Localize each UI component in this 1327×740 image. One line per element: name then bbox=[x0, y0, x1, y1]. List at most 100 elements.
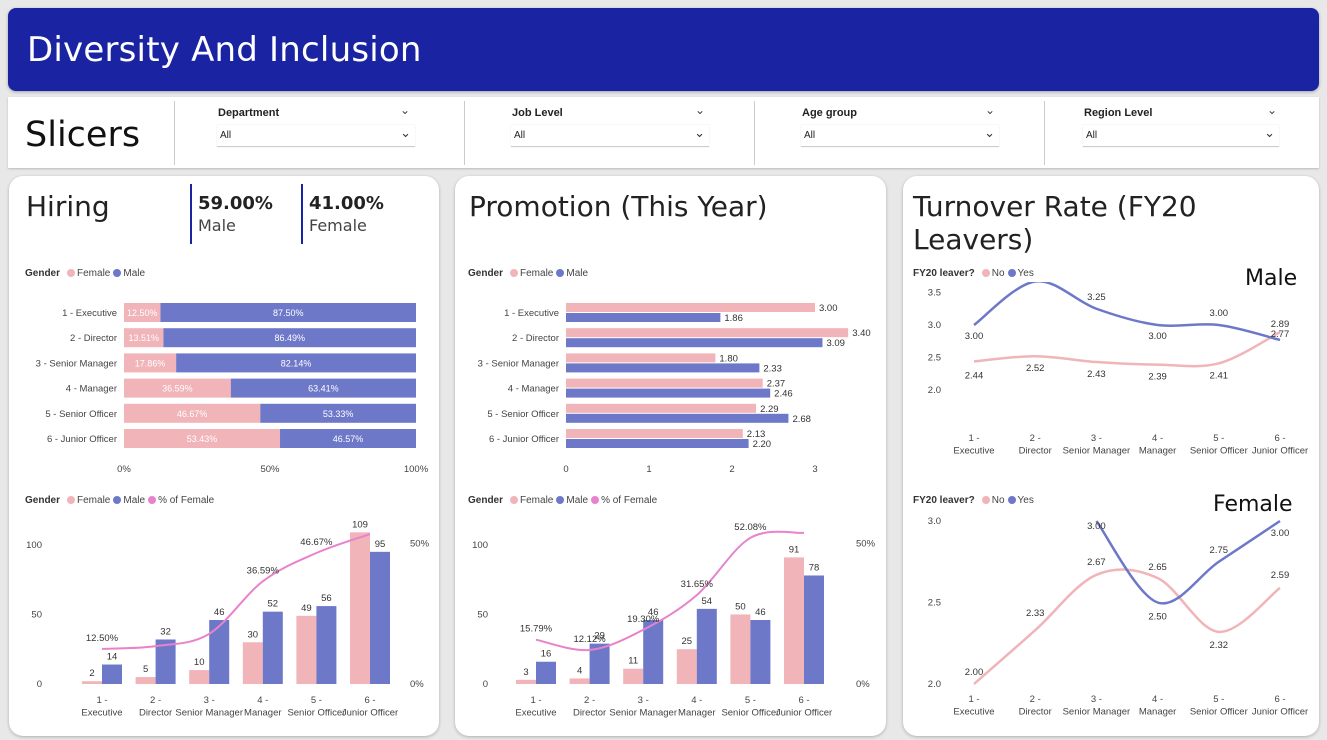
data-label: 29 bbox=[594, 631, 605, 642]
pct-label: 46.67% bbox=[300, 537, 333, 548]
bar-female bbox=[82, 681, 102, 684]
slicer-department: Department ⌄ All ⌄ bbox=[174, 97, 464, 168]
chevron-down-icon[interactable]: ⌄ bbox=[400, 103, 411, 117]
data-label: 1.80 bbox=[719, 353, 738, 364]
bar-female bbox=[124, 403, 261, 423]
bar-female bbox=[566, 403, 757, 413]
pct-label: 31.65% bbox=[681, 579, 714, 590]
chevron-down-icon[interactable]: ⌄ bbox=[1267, 103, 1278, 117]
turnover-legend-bottom: FY20 leaver? No Yes bbox=[913, 495, 1034, 506]
bar-female bbox=[242, 642, 263, 684]
bar-male bbox=[589, 643, 610, 684]
kpi-male-label: Male bbox=[198, 216, 236, 235]
x-tick-label: 2 bbox=[729, 464, 734, 475]
slicer-job-level-label: Job Level bbox=[512, 107, 563, 119]
slicer-age-group-dropdown[interactable]: All ⌄ bbox=[801, 125, 999, 147]
y-tick-label: 100 bbox=[26, 540, 42, 551]
category-label: 3 -Senior Manager bbox=[1063, 433, 1131, 457]
y2-tick-label: 50% bbox=[856, 539, 876, 550]
data-label: 46 bbox=[755, 607, 766, 618]
bar-male bbox=[750, 620, 771, 684]
category-label: 3 -Senior Manager bbox=[609, 695, 677, 719]
data-label: 16 bbox=[541, 649, 552, 660]
y-tick-label: 3.0 bbox=[928, 320, 941, 331]
data-label: 4 bbox=[577, 665, 582, 676]
data-label: 2.32 bbox=[1210, 640, 1229, 651]
category-label: 6 -Junior Officer bbox=[342, 695, 398, 719]
x-tick-label: 0 bbox=[563, 464, 568, 475]
slicer-job-level: Job Level ⌄ All ⌄ bbox=[464, 97, 754, 168]
category-label: 6 -Junior Officer bbox=[1252, 433, 1308, 457]
data-label: 2.37 bbox=[767, 379, 786, 390]
category-label: 1 -Executive bbox=[81, 695, 122, 719]
promotion-legend-top: Gender Female Male bbox=[468, 268, 589, 279]
bar-female bbox=[569, 678, 590, 684]
slicer-age-group-label: Age group bbox=[802, 107, 857, 119]
bar-male bbox=[566, 313, 721, 322]
data-label: 2.68 bbox=[792, 414, 811, 425]
data-label: 2.65 bbox=[1148, 562, 1167, 573]
chevron-down-icon[interactable]: ⌄ bbox=[695, 103, 706, 117]
y-tick-label: 2.5 bbox=[928, 598, 941, 609]
x-tick-label: 100% bbox=[404, 464, 429, 475]
slicer-department-dropdown[interactable]: All ⌄ bbox=[217, 125, 415, 147]
data-label: 86.49% bbox=[274, 333, 305, 343]
data-label: 2 bbox=[89, 668, 94, 679]
line-yes bbox=[973, 282, 1281, 342]
bar-male bbox=[566, 338, 823, 348]
bar-male bbox=[316, 606, 337, 684]
pct-line bbox=[101, 533, 371, 650]
line-yes bbox=[1095, 519, 1281, 605]
bar-male bbox=[163, 328, 416, 348]
data-label: 87.50% bbox=[273, 308, 304, 318]
data-label: 36.59% bbox=[162, 384, 193, 394]
bar-female bbox=[516, 679, 536, 684]
hiring-stacked-chart: 1 - Executive 12.50% 87.50% 2 - Director 13.… bbox=[36, 303, 429, 475]
data-label: 3.09 bbox=[826, 338, 845, 349]
bar-male bbox=[102, 664, 122, 684]
kpi-male-value: 59.00% bbox=[198, 193, 273, 214]
data-label: 2.77 bbox=[1271, 329, 1290, 340]
hiring-card: Hiring 59.00% Male 41.00% Female Gender F… bbox=[9, 176, 439, 736]
data-label: 46 bbox=[648, 607, 659, 618]
bar-male bbox=[260, 403, 416, 423]
promotion-card: Promotion (This Year) Gender Female Male 1… bbox=[455, 176, 886, 736]
slicer-bar: Slicers Department ⌄ All ⌄ Job Level ⌄ A… bbox=[8, 97, 1319, 168]
bar-female bbox=[189, 670, 210, 684]
pct-label: 12.50% bbox=[86, 633, 119, 644]
promotion-legend-bottom: Gender Female Male% of Female bbox=[468, 495, 658, 506]
category-label: 4 -Manager bbox=[1139, 433, 1177, 457]
category-label: 2 -Director bbox=[573, 695, 606, 719]
slicer-region-level-dropdown[interactable]: All ⌄ bbox=[1083, 125, 1279, 147]
slicer-region-level-label: Region Level bbox=[1084, 107, 1153, 119]
data-label: 2.20 bbox=[753, 439, 772, 450]
data-label: 2.67 bbox=[1087, 557, 1106, 568]
kpi-male: 59.00% Male bbox=[190, 184, 273, 244]
slicer-job-level-dropdown[interactable]: All ⌄ bbox=[511, 125, 709, 147]
data-label: 54 bbox=[702, 596, 713, 607]
chevron-down-icon: ⌄ bbox=[694, 126, 705, 141]
x-tick-label: 0% bbox=[117, 464, 131, 475]
promotion-combo-chart: 0 50 100 0% 50% 3 16 1 -Executive 4 29 2 -Director… bbox=[472, 522, 876, 719]
page-title: Diversity And Inclusion bbox=[27, 30, 422, 70]
y2-tick-label: 0% bbox=[856, 679, 870, 690]
category-label: 4 -Manager bbox=[678, 695, 716, 719]
category-label: 3 -Senior Manager bbox=[1063, 694, 1131, 718]
data-label: 3.25 bbox=[1087, 292, 1106, 303]
chevron-down-icon: ⌄ bbox=[1264, 126, 1275, 141]
bar-male bbox=[566, 413, 789, 423]
chevron-down-icon[interactable]: ⌄ bbox=[985, 103, 996, 117]
data-label: 95 bbox=[375, 539, 386, 550]
bar-male bbox=[280, 429, 416, 448]
category-label: 5 - Senior Officer bbox=[45, 409, 117, 420]
data-label: 12.50% bbox=[127, 308, 158, 318]
data-label: 3.00 bbox=[1148, 331, 1167, 342]
chevron-down-icon: ⌄ bbox=[400, 126, 411, 141]
category-label: 2 -Director bbox=[1019, 694, 1052, 718]
data-label: 53.43% bbox=[187, 434, 218, 444]
bar-female bbox=[566, 328, 849, 338]
line-no bbox=[973, 568, 1281, 685]
bar-female bbox=[135, 677, 156, 684]
bar-male bbox=[643, 620, 664, 684]
data-label: 2.59 bbox=[1271, 570, 1290, 581]
